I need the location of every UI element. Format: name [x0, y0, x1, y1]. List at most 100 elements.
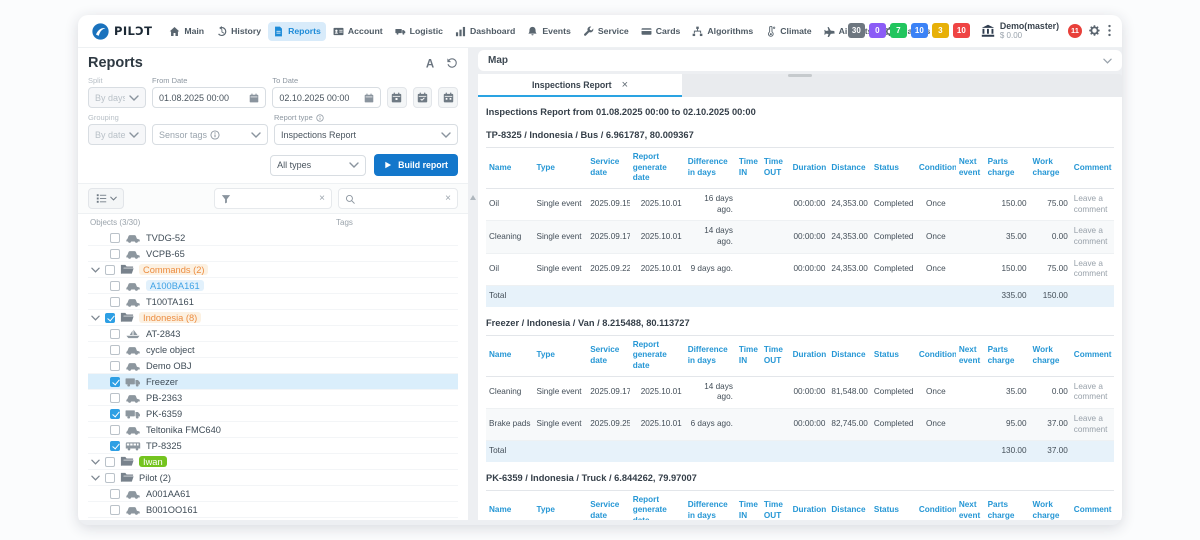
tree-item-cycle-object[interactable]: cycle object: [88, 342, 458, 358]
chevron-down-icon: [349, 160, 359, 170]
report-tabs: Inspections Report ×: [478, 74, 1122, 97]
tree-view-button[interactable]: [88, 188, 124, 209]
kebab-menu-icon[interactable]: [1107, 24, 1112, 37]
tree-item-tp-8325[interactable]: TP-8325: [88, 438, 458, 454]
nav-item-dashboard[interactable]: Dashboard: [450, 22, 520, 41]
tree-item-b001oo161[interactable]: B001OO161: [88, 502, 458, 518]
calendar-day-button[interactable]: [387, 87, 407, 108]
grouping-select[interactable]: By dates: [88, 124, 146, 145]
tree-item-demo-obj[interactable]: Demo OBJ: [88, 358, 458, 374]
object-types-select[interactable]: All types: [270, 155, 366, 176]
checkbox-teltonika-fmc640[interactable]: [110, 425, 120, 435]
nav-item-algorithms[interactable]: Algorithms: [687, 22, 758, 41]
col-header-report-generate-date: Report generate date: [630, 335, 685, 376]
report-section-2: PK-6359 / Indonesia / Truck / 6.844262, …: [486, 473, 1114, 520]
nav-item-service[interactable]: Service: [578, 22, 634, 41]
panel-divider[interactable]: [468, 48, 478, 520]
from-date-input[interactable]: 01.08.2025 00:00: [152, 87, 266, 108]
cell-distance: 24,353.00: [828, 221, 870, 253]
map-collapse-icon[interactable]: [1103, 58, 1112, 64]
counter-badge-5[interactable]: 10: [953, 23, 970, 38]
tree-item-iwan[interactable]: Iwan: [88, 454, 458, 470]
checkbox-indonesia-8[interactable]: [105, 313, 115, 323]
plane-icon: [824, 26, 835, 37]
comment-link[interactable]: Leave a comment: [1074, 226, 1108, 246]
object-search-input[interactable]: ×: [338, 188, 458, 209]
counter-badge-1[interactable]: 0: [869, 23, 886, 38]
tree-item-t100ta161[interactable]: T100TA161: [88, 294, 458, 310]
nav-item-account[interactable]: Account: [328, 22, 388, 41]
clear-search-icon[interactable]: ×: [445, 194, 451, 204]
checkbox-pilot-2[interactable]: [105, 473, 115, 483]
tree-item-teltonika-fmc640[interactable]: Teltonika FMC640: [88, 422, 458, 438]
drag-handle[interactable]: [788, 74, 812, 77]
notifications-badge[interactable]: 11: [1068, 24, 1082, 38]
nav-item-logistic[interactable]: Logistic: [390, 22, 448, 41]
nav-item-climate[interactable]: Climate: [760, 22, 816, 41]
checkbox-tvdg-52[interactable]: [110, 233, 120, 243]
checkbox-pk-6359[interactable]: [110, 409, 120, 419]
comment-link[interactable]: Leave a comment: [1074, 382, 1108, 402]
tree-item-label: Freezer: [146, 377, 178, 387]
checkbox-cycle-object[interactable]: [110, 345, 120, 355]
chevron-down-icon: [251, 130, 261, 140]
checkbox-at-2843[interactable]: [110, 329, 120, 339]
tree-item-commands-2[interactable]: Commands (2): [88, 262, 458, 278]
chevron-down-icon[interactable]: [91, 459, 100, 465]
checkbox-vcpb-65[interactable]: [110, 249, 120, 259]
tree-item-at-2843[interactable]: AT-2843: [88, 326, 458, 342]
counter-badge-3[interactable]: 10: [911, 23, 928, 38]
cell-name: Oil: [486, 253, 533, 285]
tree-item-pk-6359[interactable]: PK-6359: [88, 406, 458, 422]
chevron-down-icon[interactable]: [91, 475, 100, 481]
build-report-button[interactable]: Build report: [374, 154, 458, 176]
checkbox-pb-2363[interactable]: [110, 393, 120, 403]
comment-link[interactable]: Leave a comment: [1074, 259, 1108, 279]
checkbox-a001aa61[interactable]: [110, 489, 120, 499]
to-date-input[interactable]: 02.10.2025 00:00: [272, 87, 380, 108]
tag-filter-input[interactable]: ×: [214, 188, 332, 209]
report-type-select[interactable]: Inspections Report: [274, 124, 458, 145]
checkbox-iwan[interactable]: [105, 457, 115, 467]
calendar-check-button[interactable]: [413, 87, 433, 108]
nav-item-cards[interactable]: Cards: [636, 22, 686, 41]
settings-gear-icon[interactable]: [1088, 24, 1101, 37]
tree-item-pb-2363[interactable]: PB-2363: [88, 390, 458, 406]
nav-item-reports[interactable]: Reports: [268, 22, 326, 41]
chevron-down-icon[interactable]: [91, 315, 100, 321]
counter-badge-2[interactable]: 7: [890, 23, 907, 38]
nav-item-events[interactable]: Events: [522, 22, 576, 41]
split-select[interactable]: By days: [88, 87, 146, 108]
tree-item-indonesia-8[interactable]: Indonesia (8): [88, 310, 458, 326]
brand[interactable]: PILƆT: [92, 23, 152, 40]
tree-item-a100ba161[interactable]: A100BA161: [88, 278, 458, 294]
user-menu[interactable]: Demo(master) $ 0.00: [981, 21, 1059, 40]
clear-filter-icon[interactable]: ×: [319, 194, 325, 204]
comment-link[interactable]: Leave a comment: [1074, 194, 1108, 214]
checkbox-tp-8325[interactable]: [110, 441, 120, 451]
refresh-icon[interactable]: [446, 57, 458, 69]
checkbox-demo-obj[interactable]: [110, 361, 120, 371]
counter-badge-0[interactable]: 30: [848, 23, 865, 38]
tree-item-vcpb-65[interactable]: VCPB-65: [88, 246, 458, 262]
checkbox-a100ba161[interactable]: [110, 281, 120, 291]
checkbox-commands-2[interactable]: [105, 265, 115, 275]
tree-item-freezer[interactable]: Freezer: [88, 374, 458, 390]
scroll-up-arrow[interactable]: [470, 195, 476, 200]
tree-item-tvdg-52[interactable]: TVDG-52: [88, 230, 458, 246]
checkbox-freezer[interactable]: [110, 377, 120, 387]
tab-inspections-report[interactable]: Inspections Report ×: [478, 74, 682, 97]
tree-item-a001aa61[interactable]: A001AA61: [88, 486, 458, 502]
nav-item-main[interactable]: Main: [164, 22, 209, 41]
comment-link[interactable]: Leave a comment: [1074, 414, 1108, 434]
tab-close-icon[interactable]: ×: [622, 79, 628, 91]
text-size-icon[interactable]: A: [424, 57, 436, 69]
calendar-range-button[interactable]: [438, 87, 458, 108]
counter-badge-4[interactable]: 3: [932, 23, 949, 38]
tree-item-pilot-2[interactable]: Pilot (2): [88, 470, 458, 486]
chevron-down-icon[interactable]: [91, 267, 100, 273]
sensor-tags-select[interactable]: Sensor tags: [152, 124, 268, 145]
checkbox-t100ta161[interactable]: [110, 297, 120, 307]
checkbox-b001oo161[interactable]: [110, 505, 120, 515]
nav-item-history[interactable]: History: [211, 22, 266, 41]
